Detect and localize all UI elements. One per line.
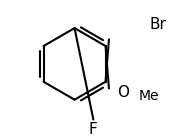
Text: O: O (117, 85, 129, 100)
Text: Br: Br (150, 17, 167, 32)
Text: Me: Me (139, 89, 159, 103)
Text: F: F (89, 122, 98, 137)
